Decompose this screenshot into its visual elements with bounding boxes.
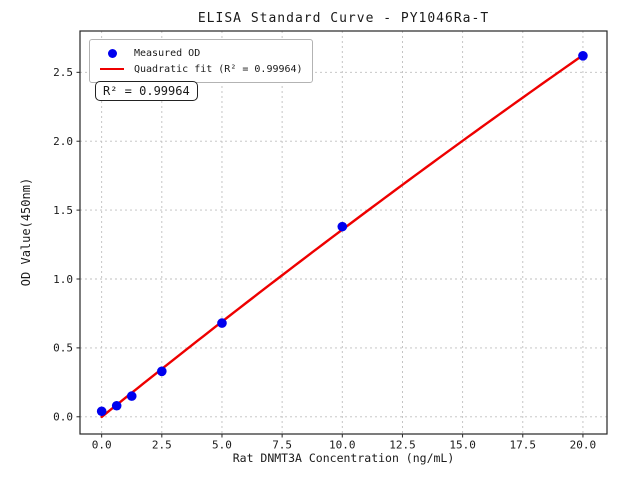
data-point (337, 221, 348, 232)
legend-measured-od-label: Measured OD (134, 47, 201, 59)
x-tick-label: 10.0 (329, 439, 356, 452)
x-tick-label: 0.0 (92, 439, 112, 452)
data-point (578, 51, 588, 61)
measured-od-dot-icon (107, 48, 117, 58)
data-point (217, 318, 227, 328)
quadratic-fit-line-icon (100, 67, 124, 71)
x-tick-label: 5.0 (212, 439, 232, 452)
y-tick-label: 2.0 (53, 135, 73, 148)
x-tick-label: 15.0 (449, 439, 476, 452)
data-point (126, 391, 137, 401)
x-axis-label: Rat DNMT3A Concentration (ng/mL) (232, 451, 455, 465)
x-tick-label: 20.0 (570, 439, 597, 452)
x-tick-label: 2.5 (152, 439, 172, 452)
legend-quadratic-fit-label: Quadratic fit (R² = 0.99964) (134, 63, 303, 75)
legend-item-quadratic-fit: Quadratic fit (R² = 0.99964) (97, 61, 303, 77)
y-tick-label: 1.5 (53, 204, 73, 217)
x-tick-label: 7.5 (272, 439, 292, 452)
data-point (96, 406, 107, 417)
x-tick-label: 17.5 (510, 439, 537, 452)
axes-spines (79, 30, 608, 435)
y-tick-label: 2.5 (53, 66, 73, 79)
legend-item-measured-od: Measured OD (97, 45, 303, 61)
y-tick-label: 0.0 (53, 411, 73, 424)
y-tick-label: 1.0 (53, 273, 73, 286)
y-axis-label: OD Value(450nm) (19, 177, 33, 287)
y-tick-label: 0.5 (53, 342, 73, 355)
r-squared-annotation: R² = 0.99964 (95, 81, 198, 101)
legend: Measured OD Quadratic fit (R² = 0.99964) (89, 39, 313, 83)
data-point (157, 366, 167, 377)
chart-title: ELISA Standard Curve - PY1046Ra-T (197, 11, 490, 26)
x-tick-label: 12.5 (389, 439, 416, 452)
data-point (111, 400, 122, 411)
